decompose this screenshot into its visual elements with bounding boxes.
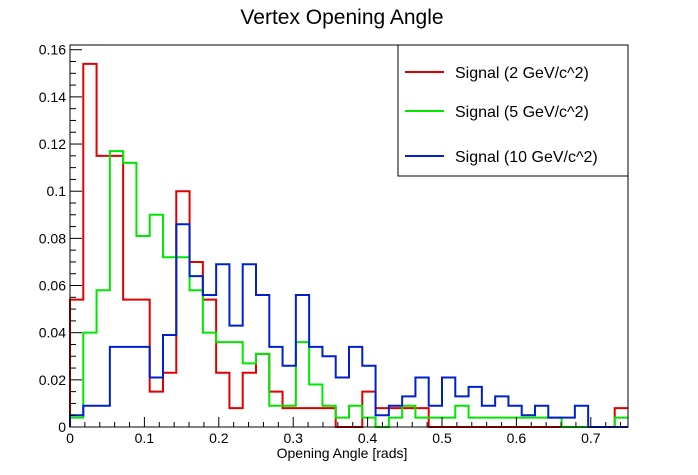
axis-layer: 0 0.1 0.2 0.3 0.4 0.5 0.6 0.7 0 0.02 0.04 0.06 0.08 0… (39, 42, 622, 446)
legend-entry-2: Signal (10 GeV/c^2) (405, 149, 598, 166)
x-tick-label: 0.1 (135, 430, 155, 446)
y-tick-label: 0.08 (39, 230, 66, 246)
x-tick-label: 0.6 (507, 430, 527, 446)
y-tick-label: 0.14 (39, 89, 66, 105)
y-tick-label: 0.04 (39, 325, 66, 341)
y-tick-label: 0.16 (39, 42, 66, 58)
legend: Signal (2 GeV/c^2) Signal (5 GeV/c^2) Sign… (397, 44, 629, 177)
y-tick-label: 0.12 (39, 136, 66, 152)
plot-frame (69, 44, 629, 428)
y-tick-label: 0.1 (47, 183, 67, 199)
x-tick-label: 0 (66, 430, 74, 446)
legend-entries: Signal (2 GeV/c^2) Signal (5 GeV/c^2) Sign… (405, 65, 598, 166)
legend-label: Signal (5 GeV/c^2) (455, 104, 589, 121)
series-line-2 (69, 223, 628, 428)
x-tick-label: 0.5 (432, 430, 452, 446)
y-tick-label: 0 (58, 419, 66, 435)
x-axis-label: Opening Angle [rads] (277, 445, 408, 461)
series-2 (69, 223, 628, 428)
legend-entry-1: Signal (5 GeV/c^2) (405, 104, 589, 121)
y-tick-label: 0.02 (39, 372, 66, 388)
chart-title: Vertex Opening Angle (240, 6, 443, 29)
x-tick-label: 0.4 (358, 430, 378, 446)
x-tick-label: 0.3 (283, 430, 303, 446)
legend-label: Signal (10 GeV/c^2) (455, 149, 598, 166)
legend-label: Signal (2 GeV/c^2) (455, 65, 589, 82)
series-line-1 (69, 150, 628, 428)
y-tick-label: 0.06 (39, 278, 66, 294)
x-tick-label: 0.2 (209, 430, 229, 446)
x-tick-label: 0.7 (581, 430, 601, 446)
series-1 (69, 150, 628, 428)
legend-entry-0: Signal (2 GeV/c^2) (405, 65, 589, 82)
